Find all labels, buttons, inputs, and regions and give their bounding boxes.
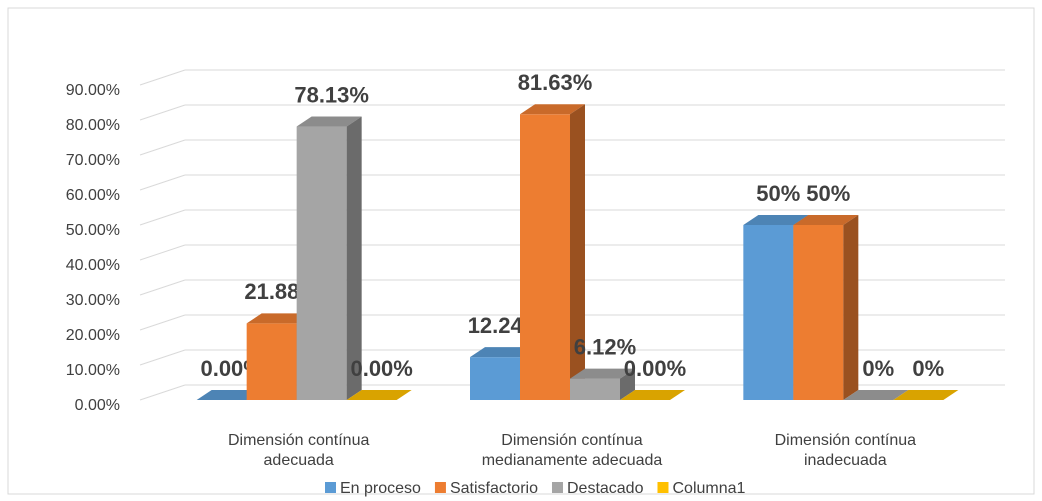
data-label: 50% (806, 181, 850, 206)
x-tick-label: Dimensión contínua inadecuada (775, 432, 917, 469)
grid-line (139, 349, 186, 366)
legend-swatch (551, 482, 563, 493)
grid-line (139, 209, 186, 226)
bar-top (620, 390, 685, 400)
y-tick-label: 90.00% (66, 82, 120, 99)
y-tick-label: 50.00% (66, 222, 120, 239)
bar-top (196, 390, 262, 400)
y-tick-label: 60.00% (66, 187, 120, 204)
y-tick-label: 30.00% (66, 292, 120, 309)
data-label: 0.00% (624, 356, 686, 381)
grid-line (139, 279, 186, 296)
grid-line (139, 69, 186, 86)
bar-top (793, 215, 859, 225)
bar-side (843, 215, 859, 400)
bar-top (520, 104, 585, 115)
y-tick-label: 40.00% (66, 257, 120, 274)
grid-line (139, 384, 186, 401)
bar-top (470, 347, 535, 358)
data-label: 0.00% (350, 356, 412, 381)
data-label: 50% (756, 181, 800, 206)
legend-label: Destacado (567, 480, 644, 497)
legend-swatch (657, 482, 669, 493)
bar-top (346, 390, 412, 400)
y-tick-label: 80.00% (66, 117, 120, 134)
bar-side (346, 116, 362, 401)
legend-label: En proceso (340, 480, 421, 497)
bar (470, 357, 520, 400)
x-tick-label: Dimensión contínua medianamente adecuada (482, 432, 663, 469)
bar-top (893, 390, 959, 400)
legend-swatch (325, 482, 336, 493)
bar-top (843, 390, 909, 400)
data-label: 6.12% (574, 334, 636, 359)
bar-side (570, 104, 585, 401)
bar (246, 323, 297, 400)
bar-top (570, 368, 635, 379)
data-label: 0% (862, 356, 894, 381)
bar-top (743, 215, 809, 225)
bar (520, 114, 570, 401)
bar-side (620, 368, 635, 400)
y-tick-label: 0.00% (75, 397, 120, 414)
y-tick-label: 20.00% (66, 327, 120, 344)
grid-line (139, 104, 186, 121)
bar-top (296, 116, 362, 127)
bar (570, 378, 620, 400)
grid-line (139, 244, 186, 261)
bar (793, 225, 844, 400)
legend-label: Columna1 (672, 480, 745, 497)
grid-line (139, 314, 186, 331)
data-label: 0% (912, 356, 944, 381)
grid-line (139, 139, 186, 156)
data-label: 81.63% (518, 70, 593, 95)
y-tick-label: 10.00% (66, 362, 120, 379)
legend-label: Satisfactorio (450, 480, 538, 497)
legend-swatch (434, 482, 446, 493)
bar (296, 126, 347, 401)
bar (743, 225, 794, 400)
y-tick-label: 70.00% (66, 152, 120, 169)
data-label: 78.13% (294, 82, 369, 107)
x-tick-label: Dimensión contínua adecuada (228, 432, 370, 469)
grid-line (139, 174, 186, 191)
bar-top (246, 313, 312, 324)
